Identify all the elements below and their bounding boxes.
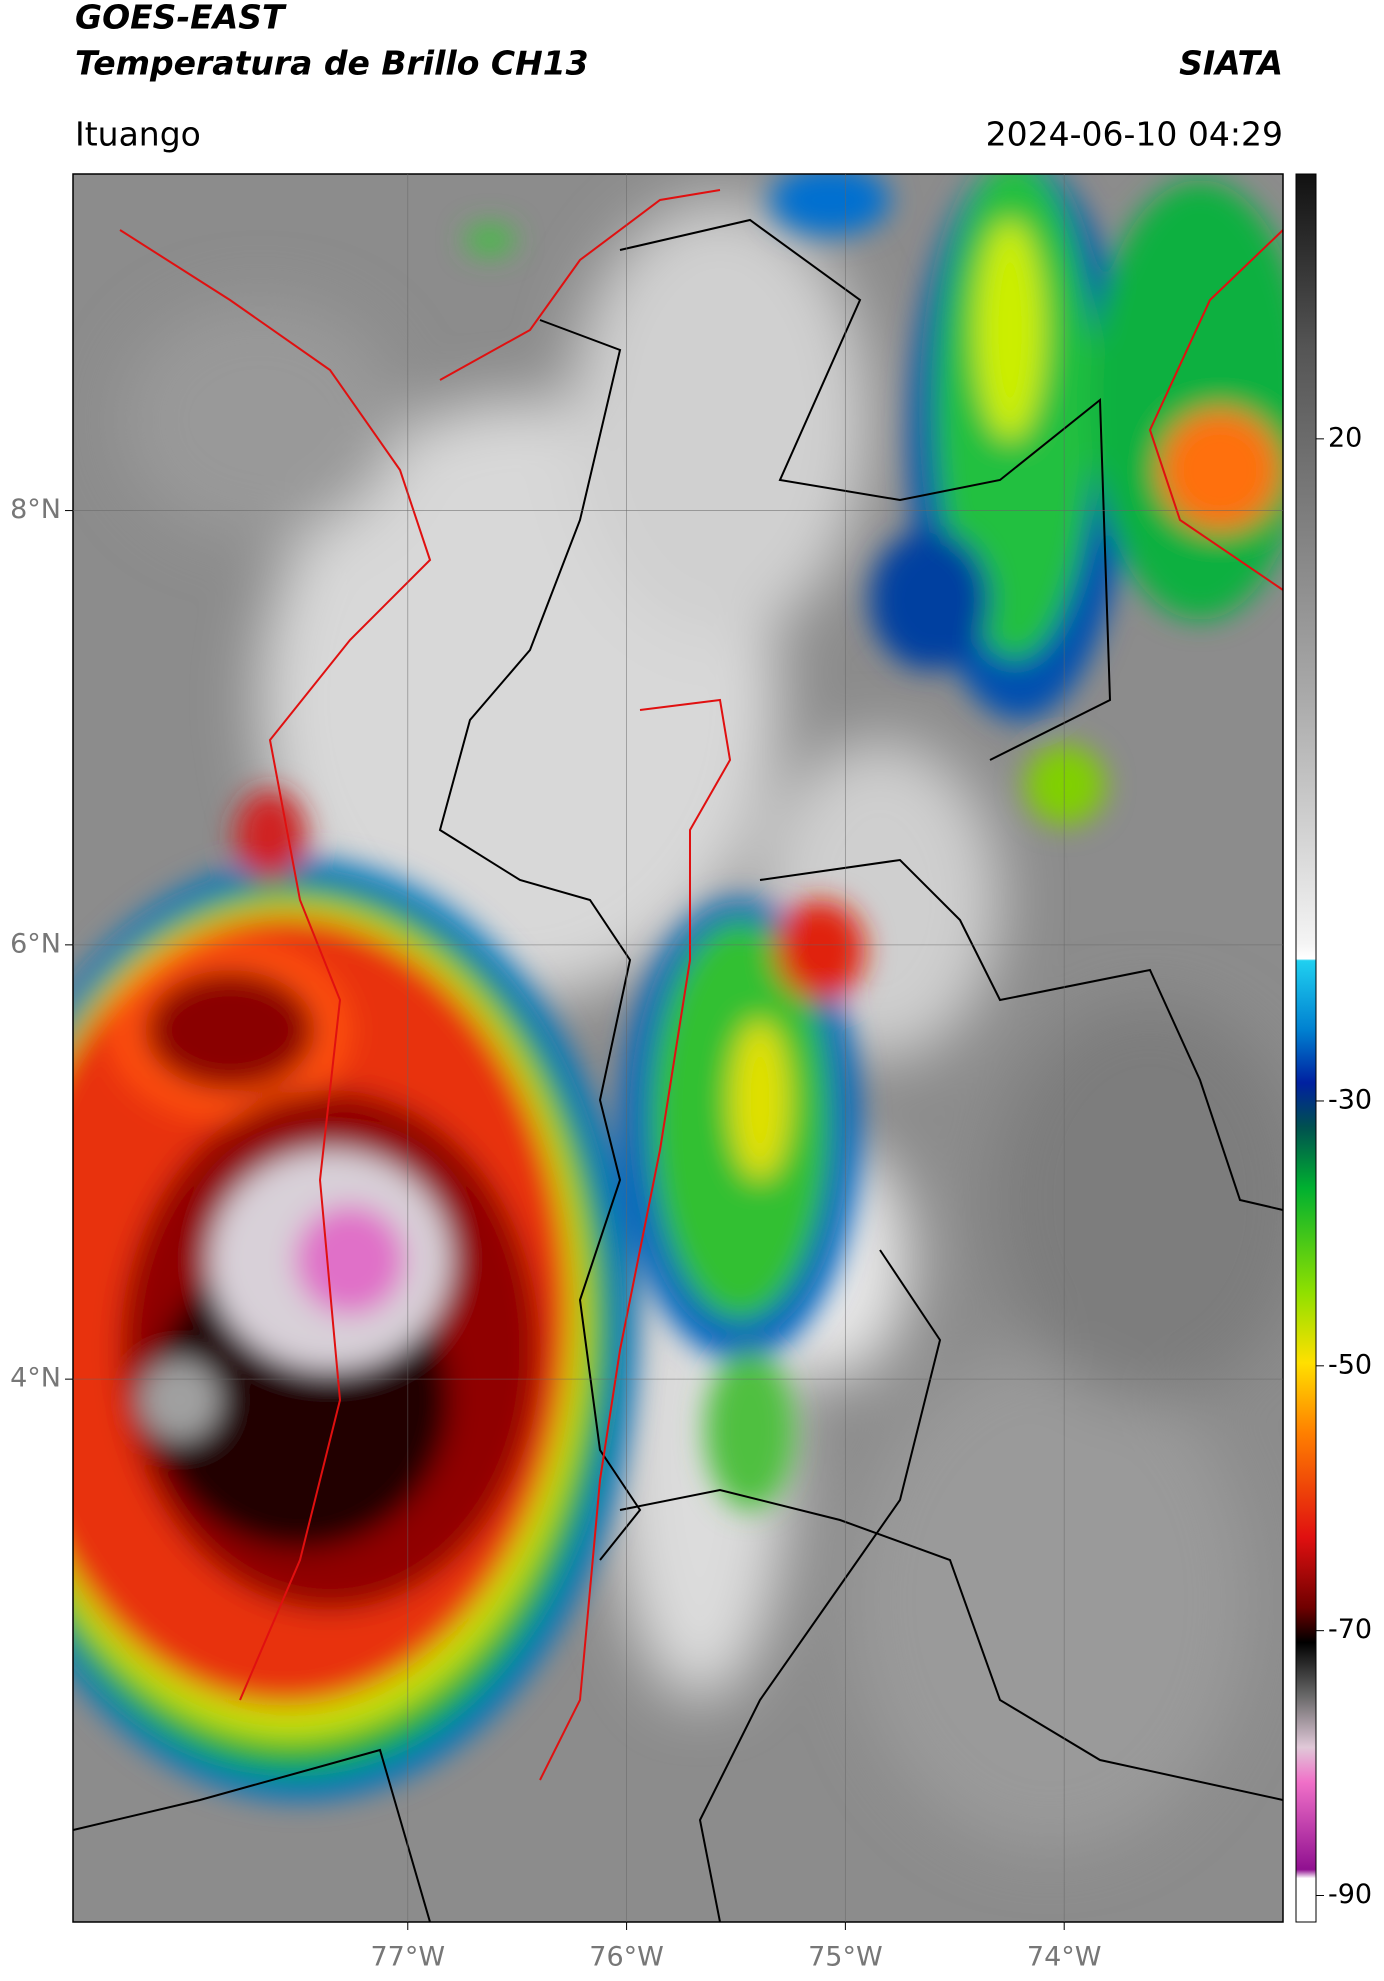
x-tick-label: 74°W xyxy=(1027,1942,1102,1973)
y-tick-label: 4°N xyxy=(10,1363,61,1394)
subtitle: Temperatura de Brillo CH13 xyxy=(75,44,589,83)
datetime: 2024-06-10 04:29 xyxy=(986,115,1283,154)
x-tick-label: 76°W xyxy=(589,1942,664,1973)
colorbar-tick-label: -30 xyxy=(1328,1084,1372,1115)
colorbar xyxy=(1295,173,1317,1923)
x-tick-label: 75°W xyxy=(808,1942,883,1973)
colorbar-tick-label: -70 xyxy=(1328,1614,1372,1645)
y-tick-label: 6°N xyxy=(10,928,61,959)
y-tick-label: 8°N xyxy=(10,494,61,525)
colorbar-tick-label: -90 xyxy=(1328,1879,1372,1910)
colorbar-tick-label: 20 xyxy=(1328,422,1362,453)
satellite-image xyxy=(73,174,1283,1922)
map-frame xyxy=(72,173,1284,1923)
title: GOES-EAST xyxy=(75,0,287,37)
region: Ituango xyxy=(75,115,201,154)
x-tick-label: 77°W xyxy=(370,1942,445,1973)
colorbar-tick-label: -50 xyxy=(1328,1349,1372,1380)
source: SIATA xyxy=(1179,44,1283,83)
